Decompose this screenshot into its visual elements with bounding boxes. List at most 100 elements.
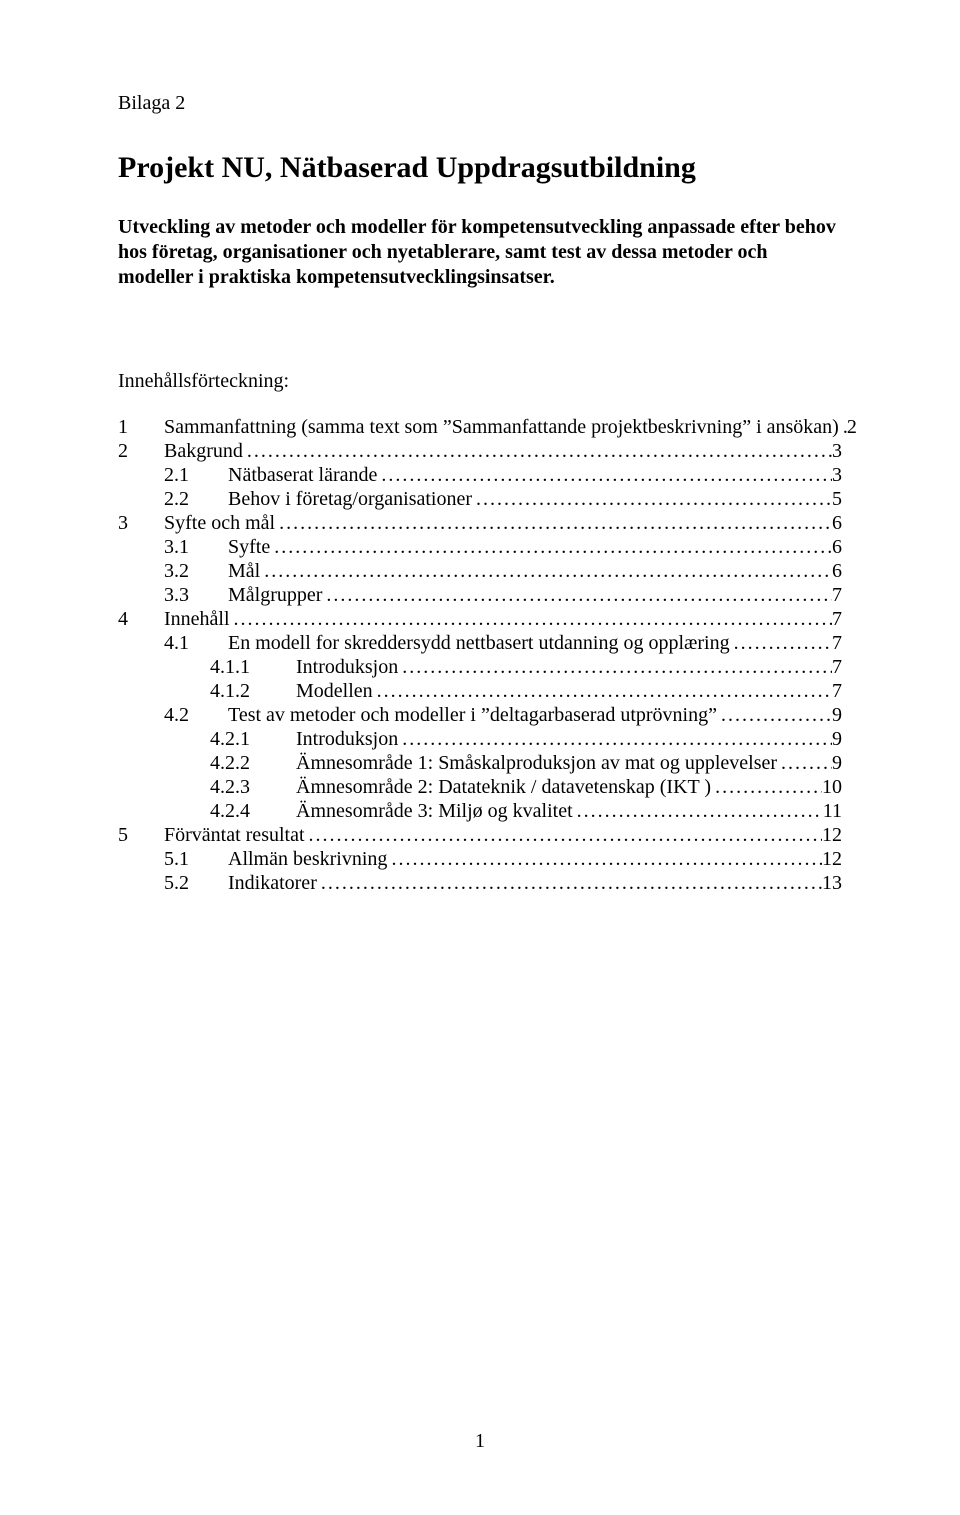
toc-entry-label: Behov i företag/organisationer — [228, 487, 472, 511]
toc-entry-page: 6 — [832, 535, 842, 559]
toc-entry-number: 4.1.1 — [210, 655, 296, 679]
toc-leader-dots — [317, 871, 822, 895]
toc-leader-dots — [387, 847, 822, 871]
toc-leader-dots — [270, 535, 832, 559]
toc-entry: 4.2.3Ämnesområde 2: Datateknik / datavet… — [118, 775, 842, 799]
toc-entry-number: 4.1 — [164, 631, 228, 655]
toc-entry-page: 7 — [832, 655, 842, 679]
toc-entry-number: 4.2 — [164, 703, 228, 727]
toc-entry-label: Test av metoder och modeller i ”deltagar… — [228, 703, 717, 727]
toc-entry: 4.2.1Introduksjon 9 — [118, 727, 842, 751]
toc-entry: 3.1Syfte 6 — [118, 535, 842, 559]
toc-leader-dots — [398, 655, 832, 679]
toc-leader-dots — [777, 751, 832, 775]
toc-entry-label: Mål — [228, 559, 260, 583]
toc-entry: 5.2Indikatorer 13 — [118, 871, 842, 895]
toc-entry-label: Allmän beskrivning — [228, 847, 387, 871]
toc-entry-page: 7 — [832, 607, 842, 631]
toc-entry-label: En modell for skreddersydd nettbasert ut… — [228, 631, 730, 655]
toc-entry-label: Syfte och mål — [164, 511, 275, 535]
toc-leader-dots — [711, 775, 822, 799]
toc-entry-number: 5.2 — [164, 871, 228, 895]
toc-entry: 4.1.2Modellen7 — [118, 679, 842, 703]
toc-leader-dots — [730, 631, 832, 655]
toc-entry-label: Innehåll — [164, 607, 230, 631]
toc-leader-dots — [322, 583, 832, 607]
toc-heading: Innehållsförteckning: — [118, 370, 842, 393]
toc-entry-number: 2.1 — [164, 463, 228, 487]
toc-entry-number: 5.1 — [164, 847, 228, 871]
toc-entry: 4.2Test av metoder och modeller i ”delta… — [118, 703, 842, 727]
toc-entry-number: 3 — [118, 511, 164, 535]
page-number: 1 — [0, 1430, 960, 1453]
toc-leader-dots — [275, 511, 832, 535]
toc-entry: 2.2Behov i företag/organisationer 5 — [118, 487, 842, 511]
toc-entry-page: 3 — [832, 463, 842, 487]
toc-leader-dots — [377, 463, 832, 487]
toc-entry: 4.1.1Introduksjon 7 — [118, 655, 842, 679]
toc-entry-number: 4.2.1 — [210, 727, 296, 751]
toc-entry: 2.1Nätbaserat lärande 3 — [118, 463, 842, 487]
toc-entry-page: 2 — [847, 415, 857, 439]
toc-entry-number: 4.1.2 — [210, 679, 296, 703]
toc-entry-number: 2 — [118, 439, 164, 463]
toc-entry: 4.2.2Ämnesområde 1: Småskalproduksjon av… — [118, 751, 842, 775]
toc-entry-number: 3.3 — [164, 583, 228, 607]
toc-entry-label: Ämnesområde 1: Småskalproduksjon av mat … — [296, 751, 777, 775]
toc-entry-page: 11 — [823, 799, 842, 823]
toc-entry: 2Bakgrund 3 — [118, 439, 842, 463]
toc-entry-label: Förväntat resultat — [164, 823, 305, 847]
toc-entry-page: 5 — [832, 487, 842, 511]
toc-entry-number: 1 — [118, 415, 164, 439]
toc-entry-page: 6 — [832, 511, 842, 535]
toc-leader-dots — [260, 559, 832, 583]
toc-entry-label: Bakgrund — [164, 439, 243, 463]
toc-entry: 5.1Allmän beskrivning 12 — [118, 847, 842, 871]
toc-entry-page: 13 — [822, 871, 842, 895]
toc-entry: 1Sammanfattning (samma text som ”Sammanf… — [118, 415, 842, 439]
document-page: Bilaga 2 Projekt NU, Nätbaserad Uppdrags… — [0, 0, 960, 1515]
toc-entry-page: 7 — [832, 631, 842, 655]
toc-entry-label: Syfte — [228, 535, 270, 559]
toc-entry-label: Introduksjon — [296, 655, 398, 679]
toc-entry-page: 10 — [822, 775, 842, 799]
toc-leader-dots — [230, 607, 832, 631]
toc-entry: 3.2Mål 6 — [118, 559, 842, 583]
toc-entry-label: Sammanfattning (samma text som ”Sammanfa… — [164, 415, 839, 439]
toc-entry-page: 7 — [832, 583, 842, 607]
toc-leader-dots — [472, 487, 832, 511]
toc-entry: 4.2.4Ämnesområde 3: Miljø og kvalitet 11 — [118, 799, 842, 823]
toc-entry-page: 3 — [832, 439, 842, 463]
toc-entry-label: Nätbaserat lärande — [228, 463, 377, 487]
toc-entry: 3Syfte och mål 6 — [118, 511, 842, 535]
toc-entry-number: 3.2 — [164, 559, 228, 583]
toc-entry-label: Målgrupper — [228, 583, 322, 607]
toc-leader-dots — [305, 823, 822, 847]
toc-leader-dots — [839, 415, 847, 439]
toc-leader-dots — [717, 703, 832, 727]
toc-leader-dots — [398, 727, 832, 751]
toc-entry-number: 4.2.3 — [210, 775, 296, 799]
attachment-label: Bilaga 2 — [118, 92, 842, 115]
toc-entry-page: 9 — [832, 727, 842, 751]
toc-entry-number: 4.2.4 — [210, 799, 296, 823]
table-of-contents: 1Sammanfattning (samma text som ”Sammanf… — [118, 415, 842, 895]
toc-leader-dots — [373, 679, 832, 703]
toc-entry-label: Introduksjon — [296, 727, 398, 751]
toc-entry: 3.3Målgrupper 7 — [118, 583, 842, 607]
toc-entry-page: 12 — [822, 847, 842, 871]
toc-entry-label: Ämnesområde 3: Miljø og kvalitet — [296, 799, 573, 823]
toc-entry: 5Förväntat resultat12 — [118, 823, 842, 847]
toc-entry-page: 12 — [822, 823, 842, 847]
toc-leader-dots — [243, 439, 832, 463]
toc-entry-number: 4.2.2 — [210, 751, 296, 775]
toc-entry-label: Ämnesområde 2: Datateknik / datavetenska… — [296, 775, 711, 799]
toc-entry-number: 2.2 — [164, 487, 228, 511]
toc-entry-label: Indikatorer — [228, 871, 317, 895]
toc-entry-page: 6 — [832, 559, 842, 583]
toc-entry-number: 4 — [118, 607, 164, 631]
toc-entry-page: 9 — [832, 703, 842, 727]
toc-entry-number: 3.1 — [164, 535, 228, 559]
toc-leader-dots — [573, 799, 823, 823]
toc-entry-page: 7 — [832, 679, 842, 703]
